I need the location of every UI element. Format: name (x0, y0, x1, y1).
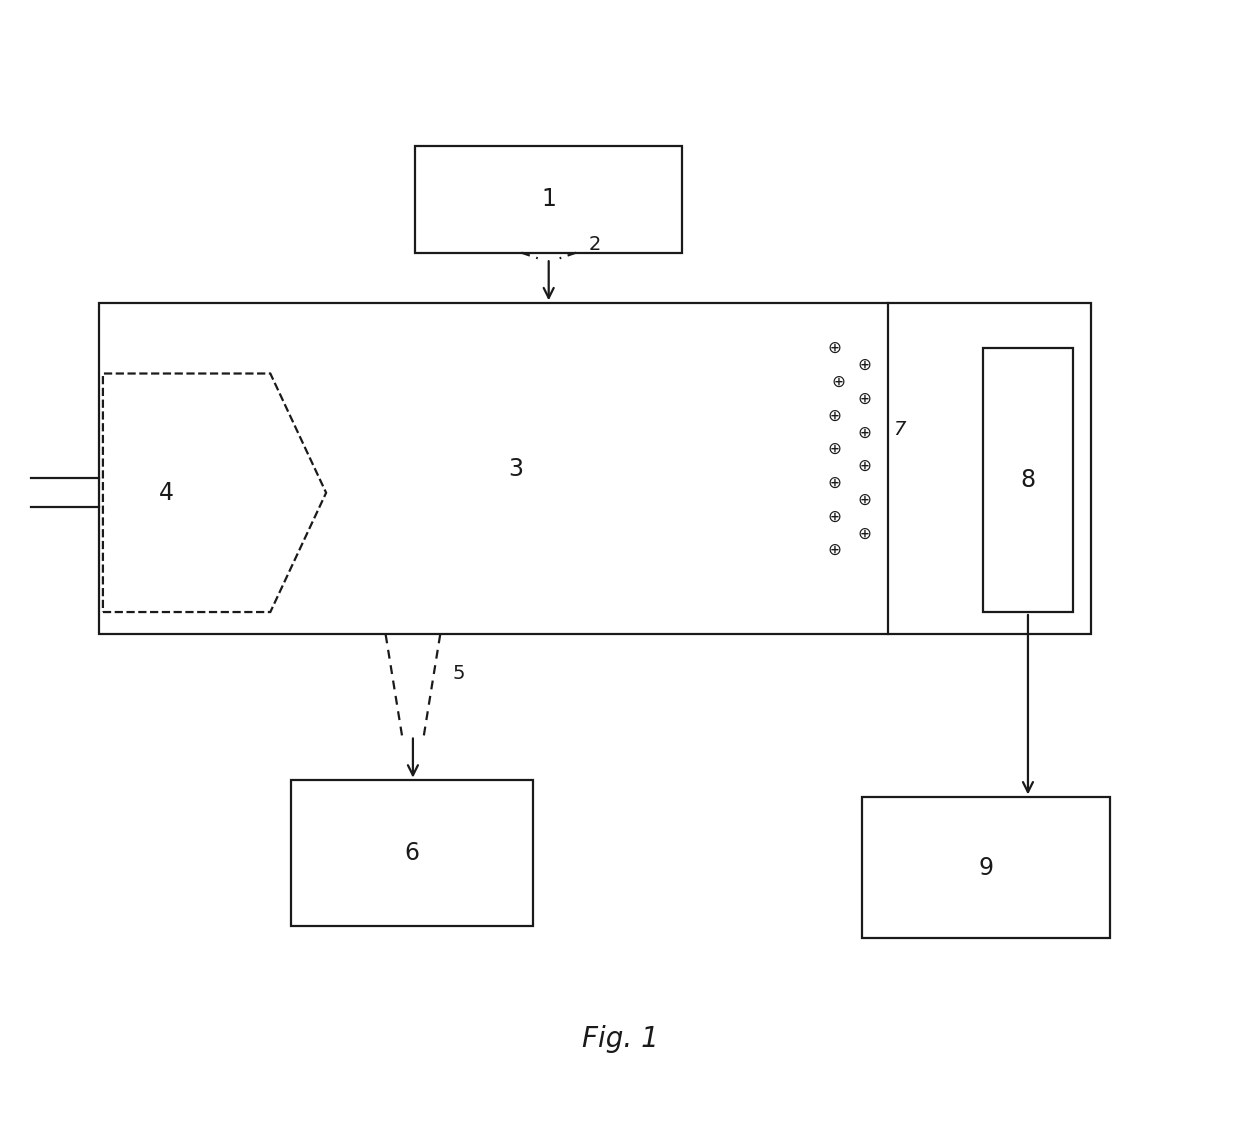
Bar (415, 146, 682, 253)
Text: ⊕: ⊕ (857, 356, 872, 374)
Text: ⊕: ⊕ (857, 524, 872, 542)
Bar (983, 348, 1073, 612)
Text: ⊕: ⊕ (857, 491, 872, 509)
Text: ⊕: ⊕ (857, 390, 872, 408)
Text: 8: 8 (1021, 468, 1035, 492)
Text: ⊕: ⊕ (827, 339, 842, 357)
Text: 5: 5 (453, 665, 465, 683)
Text: ⊕: ⊕ (857, 423, 872, 441)
Text: 1: 1 (542, 188, 556, 211)
Text: ⊕: ⊕ (827, 407, 842, 424)
Text: 9: 9 (978, 856, 993, 879)
Text: ⊕: ⊕ (827, 440, 842, 458)
Text: 4: 4 (159, 481, 174, 504)
Bar (291, 780, 533, 926)
Text: ⊕: ⊕ (827, 508, 842, 526)
Text: ⊕: ⊕ (831, 373, 846, 391)
Text: ⊕: ⊕ (857, 457, 872, 475)
Text: Fig. 1: Fig. 1 (582, 1025, 658, 1052)
Text: 7: 7 (893, 420, 905, 439)
Text: 3: 3 (508, 457, 523, 481)
Text: ⊕: ⊕ (827, 541, 842, 559)
Text: 6: 6 (404, 841, 420, 866)
Text: ⊕: ⊕ (827, 474, 842, 492)
Bar (99, 303, 1091, 634)
Text: 2: 2 (588, 235, 600, 254)
Bar (862, 797, 1110, 938)
